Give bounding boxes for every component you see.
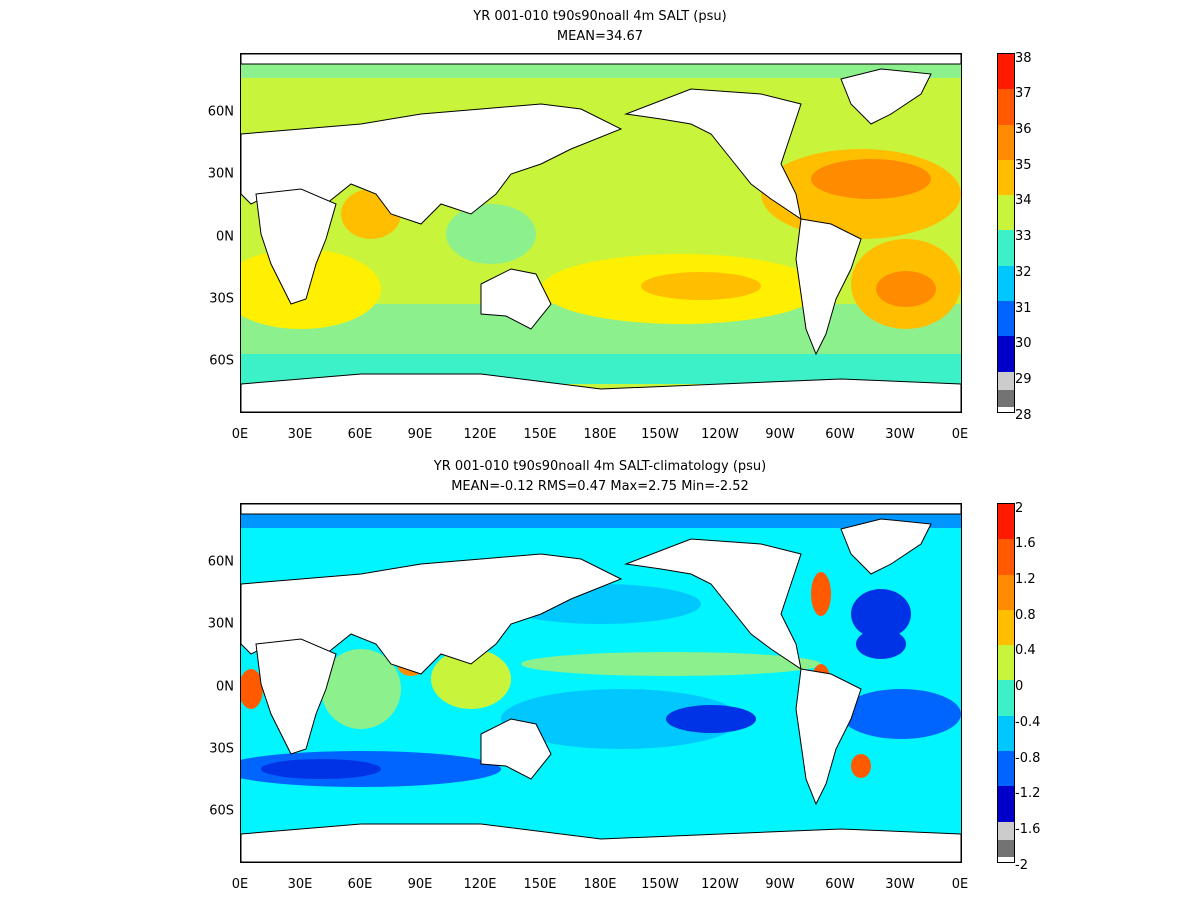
y-tick-label: 60N bbox=[207, 554, 234, 570]
north-atlantic-core bbox=[811, 159, 931, 199]
colorbar-label: 0.4 bbox=[1015, 643, 1036, 658]
southern-fresh-core bbox=[261, 759, 381, 779]
colorbar-label: 36 bbox=[1015, 122, 1032, 137]
south-atlantic-fresh bbox=[841, 689, 961, 739]
x-tick-label: 180E bbox=[583, 877, 617, 892]
rio-plata-salty bbox=[851, 754, 871, 778]
x-tick-label: 0E bbox=[231, 877, 249, 892]
x-tick-label: 0E bbox=[951, 427, 969, 442]
colorbar-label: 28 bbox=[1015, 408, 1032, 423]
x-tick-label: 120W bbox=[701, 427, 739, 442]
west-africa-salty bbox=[241, 669, 263, 709]
colorbar-label: 33 bbox=[1015, 229, 1032, 244]
salinity-colorbar bbox=[997, 53, 1015, 413]
x-tick-label: 150W bbox=[641, 427, 679, 442]
x-tick-label: 120E bbox=[463, 877, 497, 892]
south-atlantic-core bbox=[876, 271, 936, 307]
indonesia-fresh bbox=[446, 204, 536, 264]
panel-subtitle: MEAN=34.67 bbox=[556, 29, 644, 44]
panel-subtitle: MEAN=-0.12 RMS=0.47 Max=2.75 Min=-2.52 bbox=[451, 479, 749, 494]
y-tick-label: 0N bbox=[216, 679, 234, 695]
indian-salty bbox=[321, 649, 401, 729]
gulf-stream-salty bbox=[811, 572, 831, 616]
colorbar-label: 30 bbox=[1015, 336, 1032, 351]
colorbar-label: -1.2 bbox=[1015, 786, 1041, 801]
x-tick-label: 120E bbox=[463, 427, 497, 442]
y-tick-label: 30S bbox=[209, 741, 234, 757]
x-tick-label: 30E bbox=[287, 877, 313, 892]
x-tick-label: 180E bbox=[583, 427, 617, 442]
colorbar-label: 31 bbox=[1015, 301, 1032, 316]
north-atlantic-fresh-2 bbox=[856, 629, 906, 659]
south-pacific-fresh bbox=[501, 689, 741, 749]
landmasses bbox=[241, 504, 961, 862]
salinity-map bbox=[240, 53, 962, 413]
x-tick-label: 30W bbox=[885, 427, 915, 442]
anomaly-map-svg bbox=[241, 504, 961, 862]
indonesia-salty bbox=[431, 649, 511, 709]
panel-title: YR 001-010 t90s90noall 4m SALT (psu) bbox=[473, 9, 727, 24]
colorbar-label: -1.6 bbox=[1015, 822, 1041, 837]
y-tick-label: 0N bbox=[216, 229, 234, 245]
x-tick-label: 90W bbox=[765, 877, 795, 892]
x-tick-label: 90W bbox=[765, 427, 795, 442]
anomaly-colorbar bbox=[997, 503, 1015, 863]
x-tick-label: 90E bbox=[407, 427, 433, 442]
y-tick-label: 30N bbox=[207, 616, 234, 632]
colorbar-label: 29 bbox=[1015, 372, 1032, 387]
y-tick-label: 60N bbox=[207, 104, 234, 120]
colorbar-label: -0.4 bbox=[1015, 715, 1041, 730]
panel-title: YR 001-010 t90s90noall 4m SALT-climatolo… bbox=[433, 459, 767, 474]
x-tick-label: 30W bbox=[885, 877, 915, 892]
colorbar-label: 0.8 bbox=[1015, 608, 1036, 623]
colorbar-label: 34 bbox=[1015, 193, 1032, 208]
y-tick-label: 60S bbox=[209, 803, 234, 819]
y-tick-label: 30S bbox=[209, 291, 234, 307]
x-tick-label: 120W bbox=[701, 877, 739, 892]
anomaly-map bbox=[240, 503, 962, 863]
x-tick-label: 30E bbox=[287, 427, 313, 442]
colorbar-label: 1.6 bbox=[1015, 536, 1036, 551]
y-tick-label: 60S bbox=[209, 353, 234, 369]
colorbar-label: 32 bbox=[1015, 265, 1032, 280]
north-atlantic-fresh bbox=[851, 589, 911, 639]
equatorial-band bbox=[521, 652, 821, 676]
colorbar-label: -0.8 bbox=[1015, 751, 1041, 766]
x-tick-label: 150E bbox=[523, 877, 557, 892]
south-pacific-core bbox=[666, 705, 756, 733]
x-tick-label: 60W bbox=[825, 877, 855, 892]
south-pacific-core bbox=[641, 272, 761, 300]
x-tick-label: 60E bbox=[347, 427, 373, 442]
colorbar-label: 2 bbox=[1015, 501, 1024, 516]
x-tick-label: 60E bbox=[347, 877, 373, 892]
colorbar-label: 38 bbox=[1015, 51, 1032, 66]
colorbar-label: -2 bbox=[1015, 858, 1028, 873]
colorbar-label: 0 bbox=[1015, 679, 1024, 694]
colorbar-label: 35 bbox=[1015, 158, 1032, 173]
x-tick-label: 60W bbox=[825, 427, 855, 442]
salinity-map-svg bbox=[241, 54, 961, 412]
x-tick-label: 0E bbox=[951, 877, 969, 892]
x-tick-label: 90E bbox=[407, 877, 433, 892]
colorbar-label: 37 bbox=[1015, 86, 1032, 101]
x-tick-label: 150W bbox=[641, 877, 679, 892]
landmasses bbox=[241, 54, 961, 412]
x-tick-label: 0E bbox=[231, 427, 249, 442]
y-tick-label: 30N bbox=[207, 166, 234, 182]
x-tick-label: 150E bbox=[523, 427, 557, 442]
colorbar-label: 1.2 bbox=[1015, 572, 1036, 587]
